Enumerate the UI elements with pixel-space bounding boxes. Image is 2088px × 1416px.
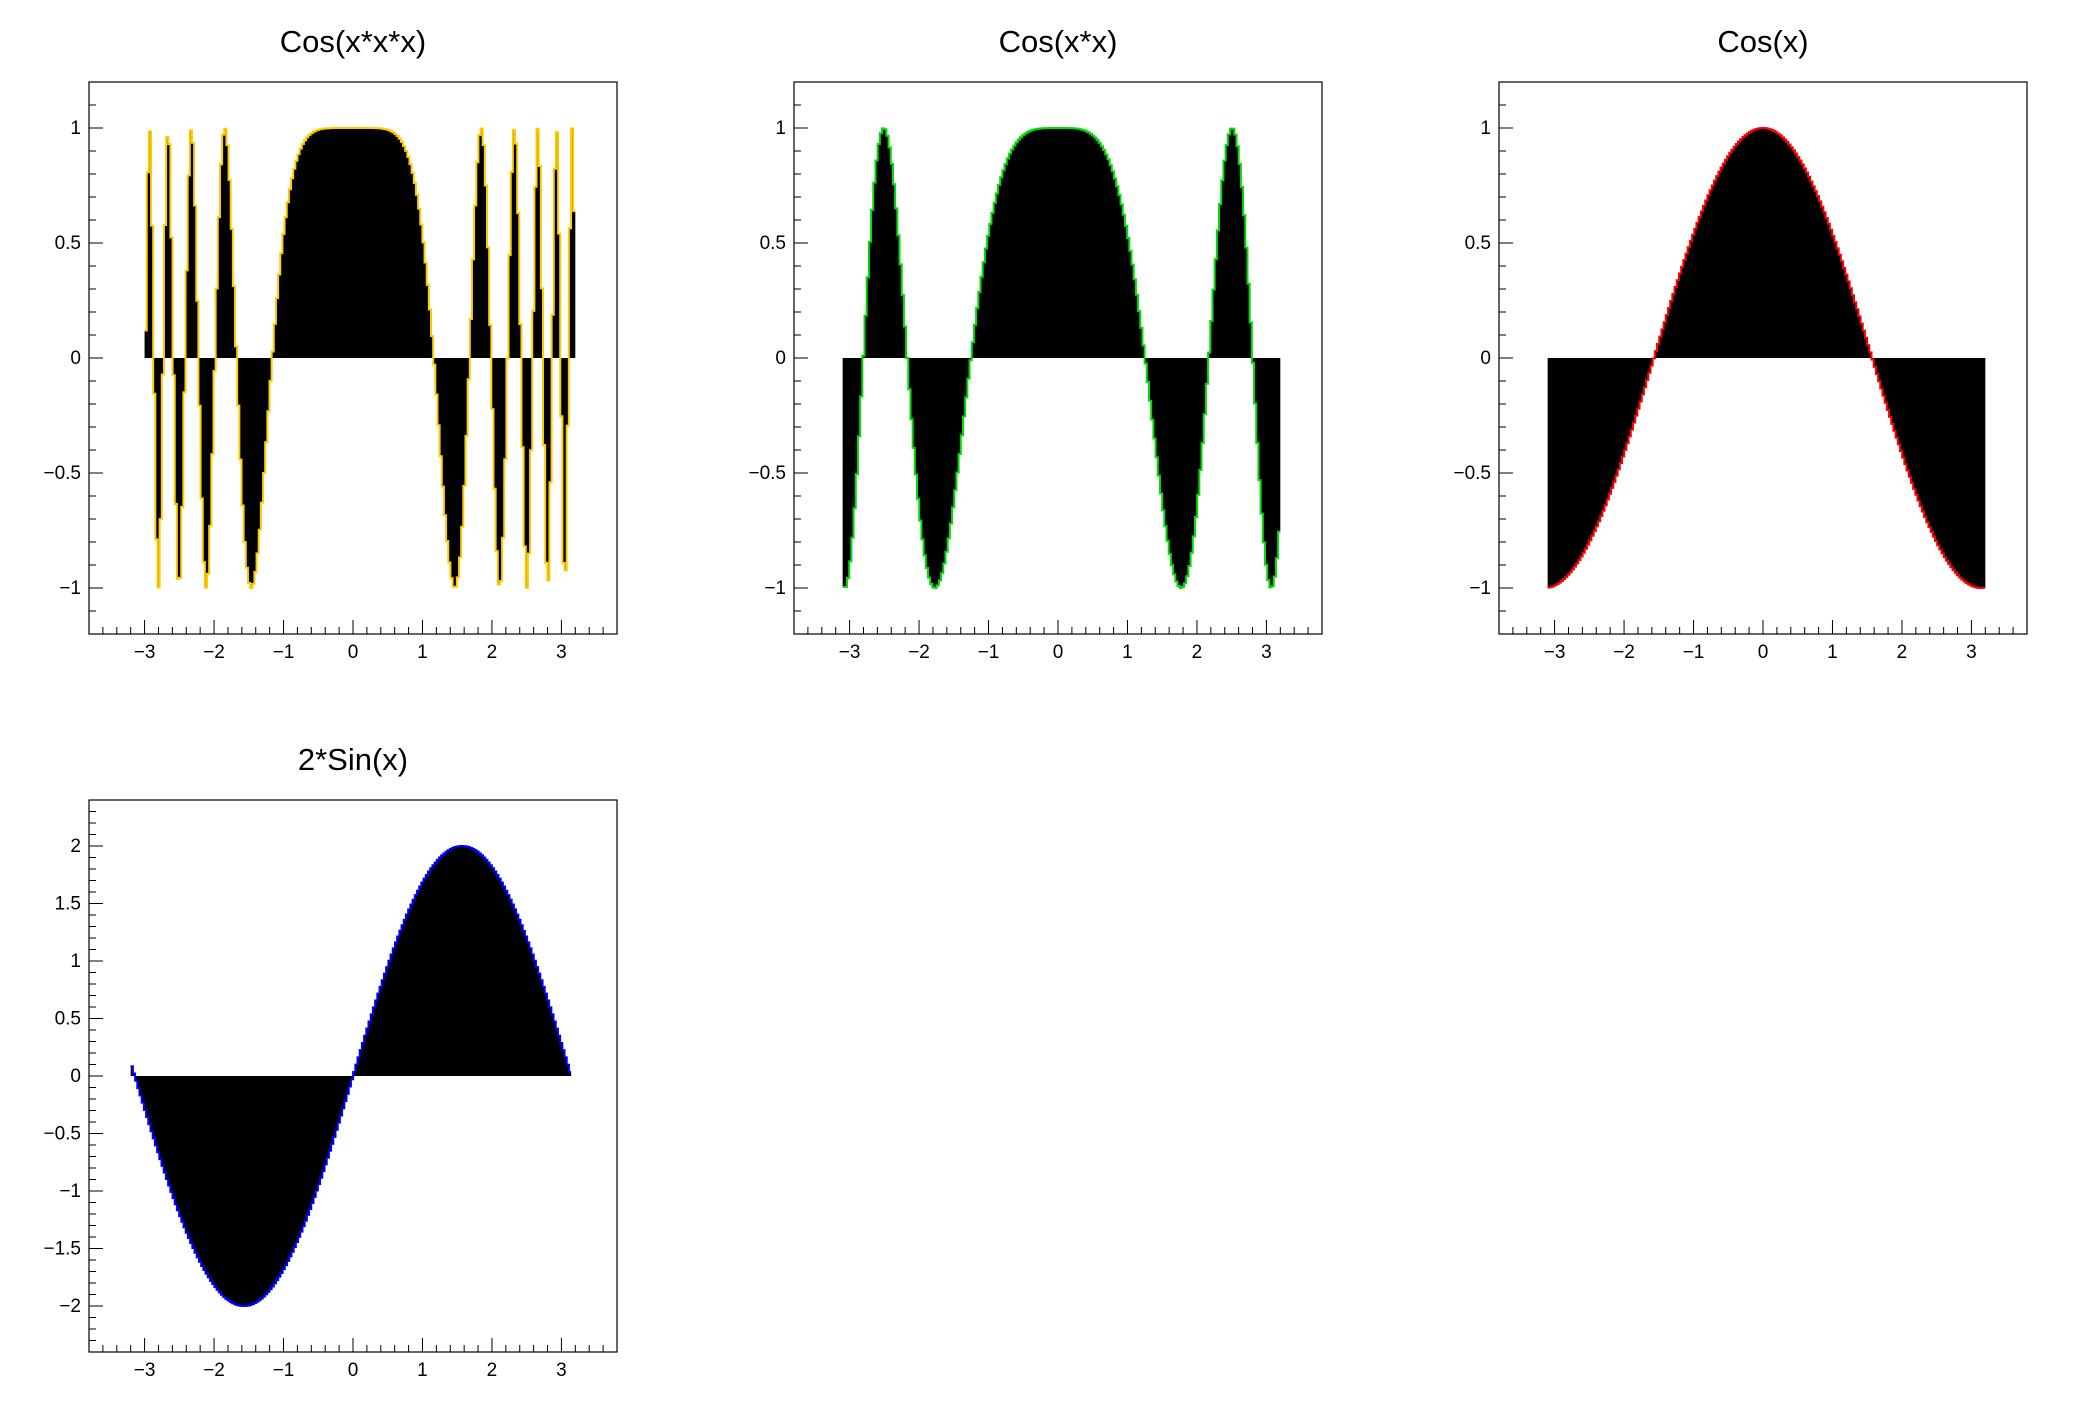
y-tick-label: 1 <box>1480 118 1491 139</box>
x-tick-label: −1 <box>978 642 1000 663</box>
y-tick-label: −2 <box>59 1296 81 1317</box>
y-tick-label: −1 <box>59 578 81 599</box>
filled-area <box>144 128 576 588</box>
pad-2: Cos(x*x) −3 −2 −1 0 1 2 3 −1 −0.5 0 0.5 1 <box>748 24 1323 663</box>
x-tick-label: 0 <box>348 1360 359 1381</box>
x-tick-label: 2 <box>1897 642 1908 663</box>
x-tick-label: 0 <box>1053 642 1064 663</box>
x-tick-label: 2 <box>1192 642 1203 663</box>
y-axis: −1 −0.5 0 0.5 1 <box>43 81 103 635</box>
y-tick-label: −1 <box>59 1181 81 1202</box>
y-tick-label: 1 <box>70 118 81 139</box>
y-tick-label: −0.5 <box>43 463 81 484</box>
y-tick-label: −0.5 <box>43 1124 81 1145</box>
y-tick-label: 1 <box>775 118 786 139</box>
x-tick-label: 3 <box>556 642 567 663</box>
y-tick-label: 2 <box>70 836 81 857</box>
function-line <box>130 845 572 1307</box>
x-tick-label: 3 <box>1261 642 1272 663</box>
filled-area <box>1547 128 1986 588</box>
x-tick-label: 1 <box>417 1360 428 1381</box>
y-axis: −1 −0.5 0 0.5 1 <box>1453 81 1513 635</box>
x-tick-label: 0 <box>348 642 359 663</box>
x-tick-label: −2 <box>203 642 225 663</box>
y-tick-label: 0.5 <box>55 233 81 254</box>
x-tick-label: −3 <box>134 1360 156 1381</box>
filled-area <box>842 128 1281 588</box>
x-tick-label: −3 <box>1544 642 1566 663</box>
pad-title: Cos(x*x) <box>999 24 1118 59</box>
x-tick-label: −3 <box>839 642 861 663</box>
x-tick-label: 1 <box>417 642 428 663</box>
y-tick-label: 0 <box>1480 348 1491 369</box>
pad-4: 2*Sin(x) −3 −2 −1 0 1 2 3 −2 −1.5 −1 −0.5 0 0.5 1 1.5 2 <box>43 742 618 1381</box>
y-tick-label: 1 <box>70 951 81 972</box>
y-axis: −1 −0.5 0 0.5 1 <box>748 81 808 635</box>
pad-title: Cos(x*x*x) <box>280 24 426 59</box>
y-tick-label: −1 <box>1469 578 1491 599</box>
function-line <box>1547 127 1986 589</box>
x-tick-label: 1 <box>1827 642 1838 663</box>
pad-1: Cos(x*x*x) −3 −2 −1 0 1 2 3 −1 −0.5 0 0.5 1 <box>43 24 618 663</box>
x-axis: −3 −2 −1 0 1 2 3 <box>1498 620 2028 663</box>
y-tick-label: −1.5 <box>43 1239 81 1260</box>
x-tick-label: 2 <box>487 1360 498 1381</box>
y-tick-label: −0.5 <box>1453 463 1491 484</box>
x-tick-label: −1 <box>273 1360 295 1381</box>
function-line <box>144 127 576 589</box>
x-axis: −3 −2 −1 0 1 2 3 <box>88 1338 618 1381</box>
pad-title: Cos(x) <box>1717 24 1808 59</box>
pad-title: 2*Sin(x) <box>298 742 408 777</box>
x-tick-label: 1 <box>1122 642 1133 663</box>
y-tick-label: −1 <box>764 578 786 599</box>
x-tick-label: 3 <box>1966 642 1977 663</box>
y-tick-label: 1.5 <box>55 894 81 915</box>
y-axis: −2 −1.5 −1 −0.5 0 0.5 1 1.5 2 <box>43 799 103 1353</box>
y-tick-label: 0 <box>70 1066 81 1087</box>
y-tick-label: 0 <box>70 348 81 369</box>
pad-3: Cos(x) −3 −2 −1 0 1 2 3 −1 −0.5 0 0.5 1 <box>1453 24 2028 663</box>
x-tick-label: −2 <box>203 1360 225 1381</box>
x-tick-label: −1 <box>1683 642 1705 663</box>
filled-area <box>130 846 572 1306</box>
x-tick-label: 2 <box>487 642 498 663</box>
y-tick-label: −0.5 <box>748 463 786 484</box>
x-tick-label: 3 <box>556 1360 567 1381</box>
y-tick-label: 0 <box>775 348 786 369</box>
x-axis: −3 −2 −1 0 1 2 3 <box>88 620 618 663</box>
y-tick-label: 0.5 <box>760 233 786 254</box>
function-line <box>842 127 1281 589</box>
x-axis: −3 −2 −1 0 1 2 3 <box>793 620 1323 663</box>
x-tick-label: −2 <box>908 642 930 663</box>
y-tick-label: 0.5 <box>1465 233 1491 254</box>
x-tick-label: −2 <box>1613 642 1635 663</box>
x-tick-label: −1 <box>273 642 295 663</box>
x-tick-label: −3 <box>134 642 156 663</box>
y-tick-label: 0.5 <box>55 1009 81 1030</box>
x-tick-label: 0 <box>1758 642 1769 663</box>
